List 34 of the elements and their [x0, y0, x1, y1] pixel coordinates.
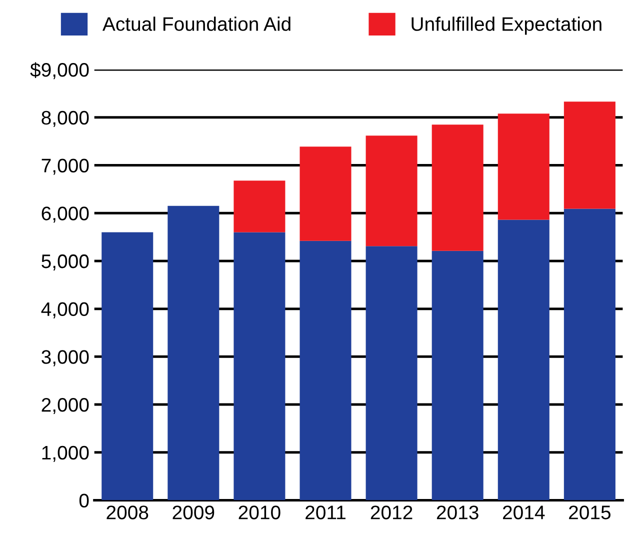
y-tick-label: 5,000	[42, 254, 89, 270]
x-tick-label: 2014	[502, 506, 545, 520]
bar	[498, 220, 550, 500]
y-tick-label: 2,000	[42, 398, 89, 414]
legend-label: Actual Foundation Aid	[102, 16, 290, 31]
x-tick-label: 2008	[106, 506, 148, 520]
x-tick-label: 2010	[238, 506, 280, 520]
bar	[564, 102, 616, 209]
bar	[234, 232, 286, 500]
bar	[168, 206, 220, 500]
bar	[366, 246, 418, 500]
bar	[234, 180, 286, 232]
bar	[102, 232, 154, 500]
y-tick-label: 0	[79, 494, 89, 508]
y-tick-label: 7,000	[42, 158, 89, 175]
bar	[366, 136, 418, 246]
bar	[432, 124, 484, 251]
x-tick-label: 2015	[569, 506, 611, 520]
x-tick-label: 2013	[436, 506, 478, 520]
bar	[300, 146, 352, 241]
x-tick-label: 2011	[306, 506, 346, 520]
bar	[564, 208, 616, 500]
y-tick-label: 8,000	[42, 110, 89, 127]
bar	[498, 114, 550, 220]
y-tick-label: 6,000	[42, 206, 89, 223]
bar	[432, 250, 484, 500]
bar	[300, 240, 352, 500]
legend-label: Unfulfilled Expectation	[412, 16, 602, 35]
y-tick-label: 3,000	[42, 350, 89, 366]
y-tick-label: 4,000	[41, 302, 89, 318]
x-tick-label: 2009	[172, 506, 214, 520]
y-tick-label: $9,000	[30, 62, 89, 80]
y-tick-label: 1,000	[42, 446, 89, 462]
x-tick-label: 2012	[370, 506, 412, 520]
